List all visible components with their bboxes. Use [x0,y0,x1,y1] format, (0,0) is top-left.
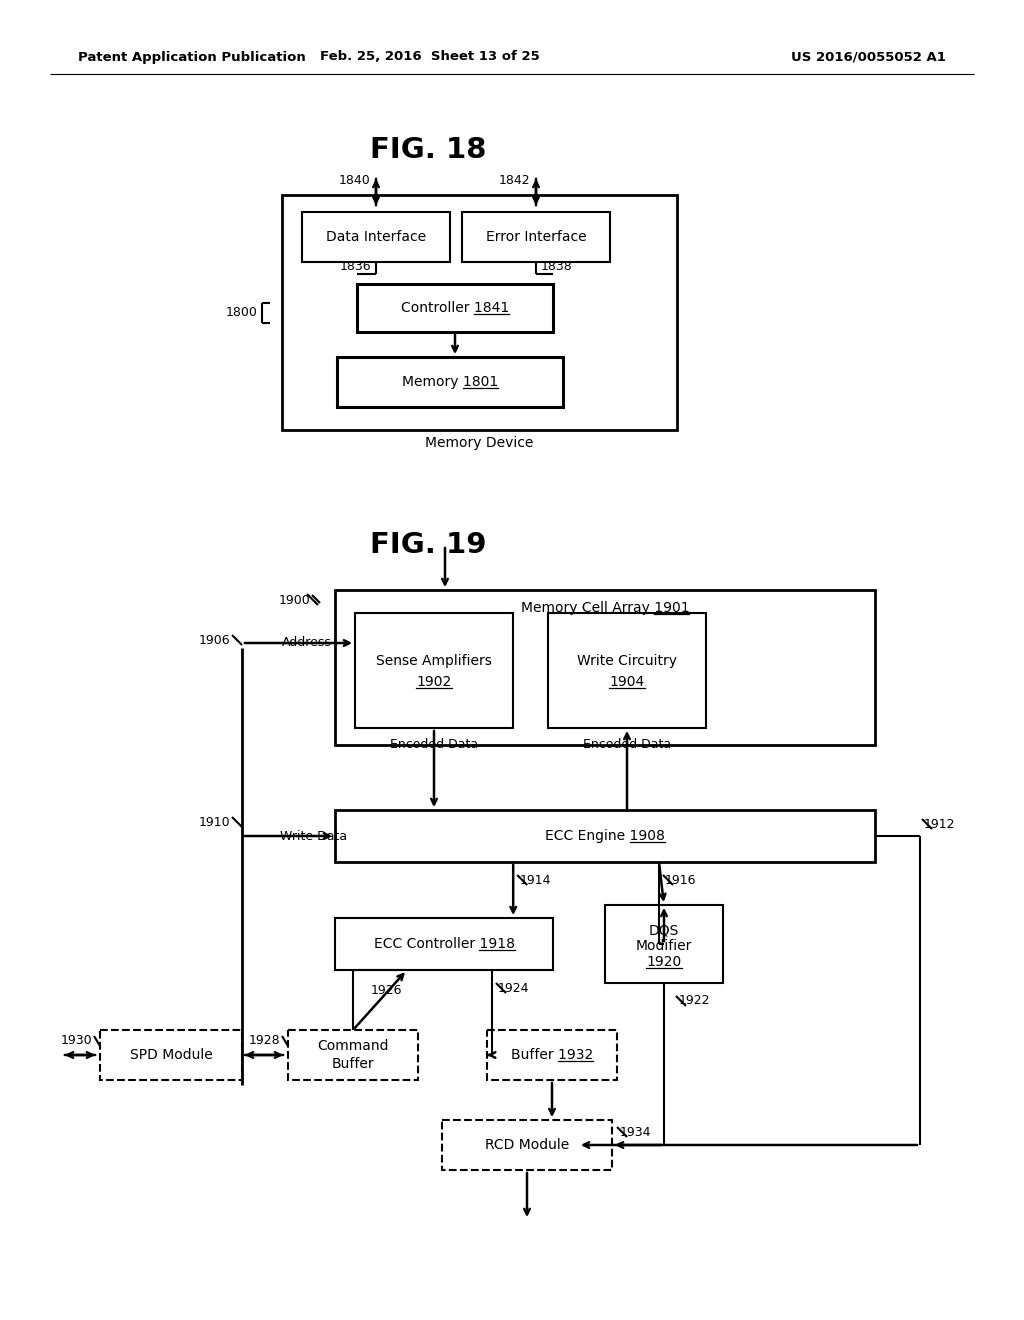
Text: Write Circuitry: Write Circuitry [577,655,677,668]
Text: 1906: 1906 [199,634,230,647]
Text: Data Interface: Data Interface [326,230,426,244]
Text: 1912: 1912 [924,817,955,830]
Text: 1902: 1902 [417,675,452,689]
Text: 1926: 1926 [371,983,402,997]
Bar [462,213,610,261]
Text: DQS: DQS [649,923,679,937]
Text: US 2016/0055052 A1: US 2016/0055052 A1 [792,50,946,63]
Bar [335,810,874,862]
Bar [100,1030,242,1080]
Text: FIG. 18: FIG. 18 [370,136,486,164]
Text: 1930: 1930 [60,1035,92,1048]
Text: Memory Device: Memory Device [425,436,534,450]
Bar [487,1030,617,1080]
Text: SPD Module: SPD Module [130,1048,212,1063]
Text: Controller 1841: Controller 1841 [400,301,509,315]
Text: Encoded Data: Encoded Data [390,738,478,751]
Text: Address: Address [282,636,332,649]
Bar [335,590,874,744]
Text: Buffer: Buffer [332,1057,375,1071]
Text: 1910: 1910 [199,816,230,829]
Bar [288,1030,418,1080]
Text: 1840: 1840 [338,173,370,186]
Text: 1800: 1800 [226,306,258,319]
Text: Error Interface: Error Interface [485,230,587,244]
Bar [355,612,513,729]
Text: ECC Engine 1908: ECC Engine 1908 [545,829,665,843]
Text: 1928: 1928 [249,1035,280,1048]
Text: 1920: 1920 [646,954,682,969]
Text: 1838: 1838 [541,260,572,273]
Text: 1924: 1924 [498,982,529,994]
Text: ECC Controller 1918: ECC Controller 1918 [374,937,514,950]
Text: Memory 1801: Memory 1801 [401,375,498,389]
Text: 1934: 1934 [620,1126,651,1138]
Bar [282,195,677,430]
Bar [605,906,723,983]
Text: Feb. 25, 2016  Sheet 13 of 25: Feb. 25, 2016 Sheet 13 of 25 [321,50,540,63]
Text: 1916: 1916 [665,874,696,887]
Bar [357,284,553,333]
Text: Command: Command [317,1039,389,1053]
Text: Buffer 1932: Buffer 1932 [511,1048,593,1063]
Bar [302,213,450,261]
Bar [337,356,563,407]
Text: Patent Application Publication: Patent Application Publication [78,50,306,63]
Text: Write Data: Write Data [280,829,347,842]
Text: Sense Amplifiers: Sense Amplifiers [376,655,492,668]
Bar [442,1119,612,1170]
Text: 1904: 1904 [609,675,645,689]
Text: FIG. 19: FIG. 19 [370,531,486,558]
Text: 1922: 1922 [679,994,711,1007]
Text: Memory Cell Array 1901: Memory Cell Array 1901 [520,601,689,615]
Text: Encoded Data: Encoded Data [583,738,671,751]
Text: 1914: 1914 [519,874,551,887]
Text: 1836: 1836 [339,260,371,273]
Text: Modifier: Modifier [636,939,692,953]
Text: 1900: 1900 [279,594,310,606]
Bar [548,612,706,729]
Bar [335,917,553,970]
Text: RCD Module: RCD Module [485,1138,569,1152]
Text: 1842: 1842 [499,173,530,186]
